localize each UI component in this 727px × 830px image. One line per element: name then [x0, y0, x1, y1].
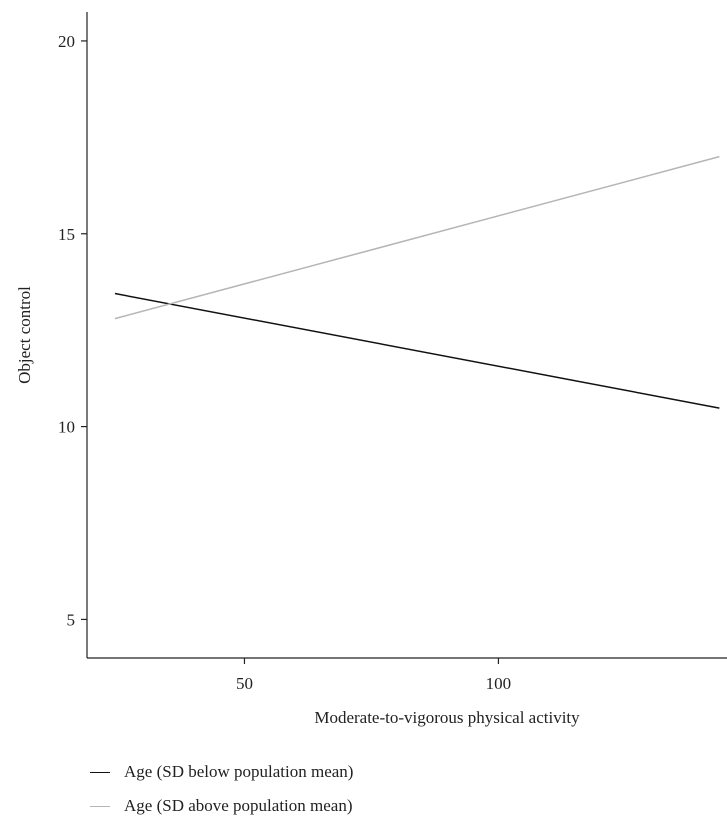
- y-tick-label: 10: [58, 418, 75, 437]
- y-tick-label: 5: [67, 610, 76, 629]
- legend-item-above: Age (SD above population mean): [90, 796, 353, 816]
- legend-item-below: Age (SD below population mean): [90, 762, 353, 782]
- legend: Age (SD below population mean) Age (SD a…: [90, 762, 353, 830]
- legend-label-above: Age (SD above population mean): [124, 796, 353, 815]
- legend-label-below: Age (SD below population mean): [124, 762, 354, 781]
- series-layer: [114, 155, 720, 409]
- y-tick-label: 15: [58, 225, 75, 244]
- axes: [86, 12, 727, 659]
- y-axis-ticks: 5 10 15 20: [58, 32, 87, 629]
- x-axis-ticks: 50 100: [236, 658, 511, 693]
- chart: 50 100 5 10 15 20 Moderate-to-vigorous physi…: [15, 12, 727, 727]
- series-line-sd-below: [114, 292, 720, 409]
- y-axis-label: Object control: [15, 286, 34, 384]
- y-tick-label: 20: [58, 32, 75, 51]
- series-line-sd-above: [114, 155, 720, 320]
- legend-swatch-above: [90, 805, 110, 807]
- x-tick-label: 50: [236, 674, 253, 693]
- legend-swatch-below: [90, 771, 110, 773]
- x-tick-label: 100: [486, 674, 512, 693]
- x-axis-label: Moderate-to-vigorous physical activity: [314, 708, 580, 727]
